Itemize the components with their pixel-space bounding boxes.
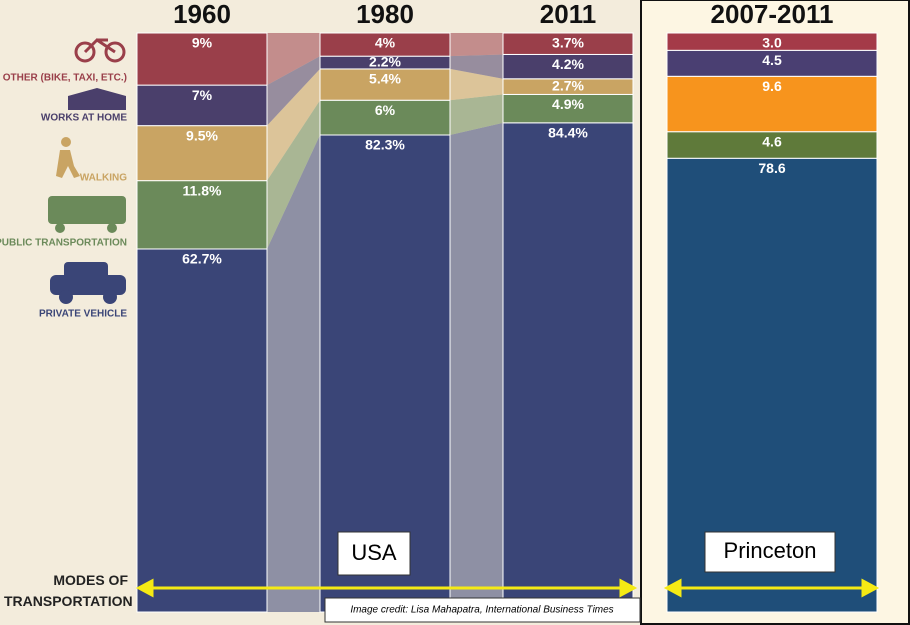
bar-segment	[136, 32, 268, 86]
legend-entry: OTHER (BIKE, TAXI, ETC.)	[3, 73, 127, 84]
flow-band	[450, 54, 503, 79]
data-label: 9.6	[762, 78, 782, 94]
bar-segment	[666, 49, 878, 77]
data-label: 4%	[375, 35, 396, 51]
flow-band	[267, 100, 320, 249]
legend-entry: WALKING	[80, 173, 127, 184]
label-box	[704, 531, 836, 573]
legend-entry: PRIVATE VEHICLE	[39, 309, 127, 320]
data-label: 9%	[192, 35, 213, 51]
data-label: 2.2%	[369, 53, 401, 69]
bar-segment	[502, 53, 634, 80]
data-label: 4.5	[762, 52, 782, 68]
data-label: 3.0	[762, 35, 782, 51]
bar-segment	[136, 180, 268, 250]
data-label: 6%	[375, 102, 396, 118]
flow-band	[267, 33, 320, 86]
bar-segment	[319, 68, 451, 101]
data-label: 4.6	[762, 133, 782, 149]
flow-band	[450, 33, 503, 57]
data-label: 3.7%	[552, 35, 584, 51]
credit: Image credit: Lisa Mahapatra, Internatio…	[350, 605, 613, 616]
bar-segment	[136, 84, 268, 127]
range-arrows	[135, 578, 880, 598]
data-label: 62.7%	[182, 251, 222, 267]
category-label: 2007-2011	[711, 0, 834, 29]
chart-label: Princeton	[724, 538, 817, 563]
legend-entry: WORKS AT HOME	[41, 113, 127, 124]
data-label: 9.5%	[186, 127, 218, 143]
bar-segment	[502, 93, 634, 124]
chart-label: USA	[351, 540, 397, 565]
category-label: 2011	[540, 0, 596, 29]
legend-icons	[48, 38, 126, 304]
data-label: 84.4%	[548, 125, 588, 141]
data-label: 82.3%	[365, 137, 405, 153]
data-label: 78.6	[758, 160, 785, 176]
flow-band	[450, 68, 503, 101]
flow-band	[450, 94, 503, 136]
bar-segment	[319, 99, 451, 136]
credit-box	[324, 597, 641, 623]
data-label: 2.7%	[552, 77, 584, 93]
flow-band	[450, 122, 503, 612]
bar-segment	[136, 248, 268, 613]
data-label: 11.8%	[183, 182, 222, 198]
bar-segment	[502, 32, 634, 55]
bar-segment	[319, 32, 451, 57]
flow-band	[267, 68, 320, 181]
data-label: 4.9%	[552, 96, 584, 112]
data-label: 4.2%	[552, 56, 584, 72]
data-label: 7%	[192, 87, 213, 103]
axis-title: MODES OF TRANSPORTATION	[4, 572, 133, 609]
bar-segment	[666, 131, 878, 159]
category-label: 1960	[173, 0, 231, 29]
legend-entry: PUBLIC TRANSPORTATION	[0, 238, 127, 249]
bar-segment	[666, 75, 878, 133]
category-label: 1980	[356, 0, 414, 29]
bar-segment	[666, 32, 878, 51]
data-label: 5.4%	[369, 71, 401, 87]
bar-segment	[502, 122, 634, 613]
flow-band	[267, 56, 320, 126]
flow-band	[267, 135, 320, 612]
label-box	[337, 531, 411, 576]
